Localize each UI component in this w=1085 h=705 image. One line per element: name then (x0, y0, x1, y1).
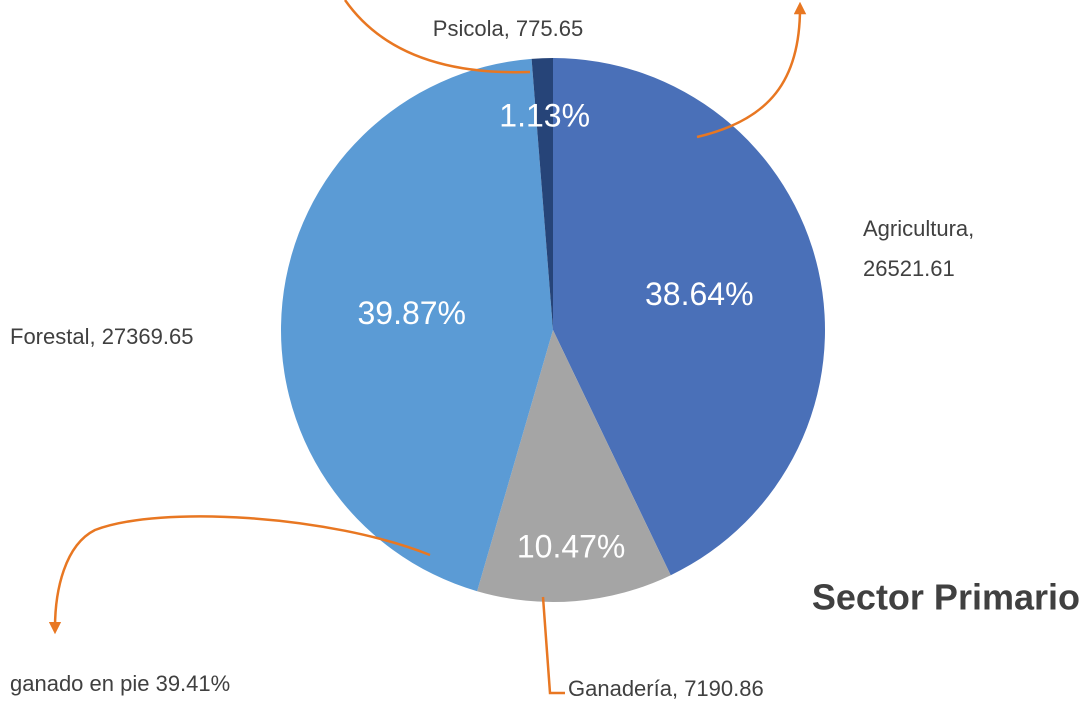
arrow (696, 1, 807, 139)
data-label: Agricultura, 26521.61 (863, 216, 974, 281)
pie (280, 58, 826, 603)
data-label: Psicola, 775.65 (433, 16, 583, 41)
chart-title: Sector Primario (812, 577, 1080, 618)
data-label: Forestal, 27369.65 (10, 324, 193, 349)
percent-label: 1.13% (499, 98, 590, 134)
arrow (48, 515, 431, 635)
annotation: ganado en pie 39.41% (10, 671, 230, 696)
label-line: 26521.61 (863, 256, 955, 281)
percent-label: 39.87% (357, 295, 466, 331)
label-line: Agricultura, (863, 216, 974, 241)
arrow (343, 0, 531, 74)
leader-line (541, 596, 565, 695)
percent-label: 10.47% (517, 529, 626, 565)
pie-slice (531, 58, 553, 330)
pie-slice (280, 58, 553, 592)
data-label: Ganadería, 7190.86 (568, 676, 764, 701)
pie-slice (553, 58, 826, 576)
pie-slice (477, 330, 671, 603)
percent-label: 38.64% (645, 276, 754, 312)
